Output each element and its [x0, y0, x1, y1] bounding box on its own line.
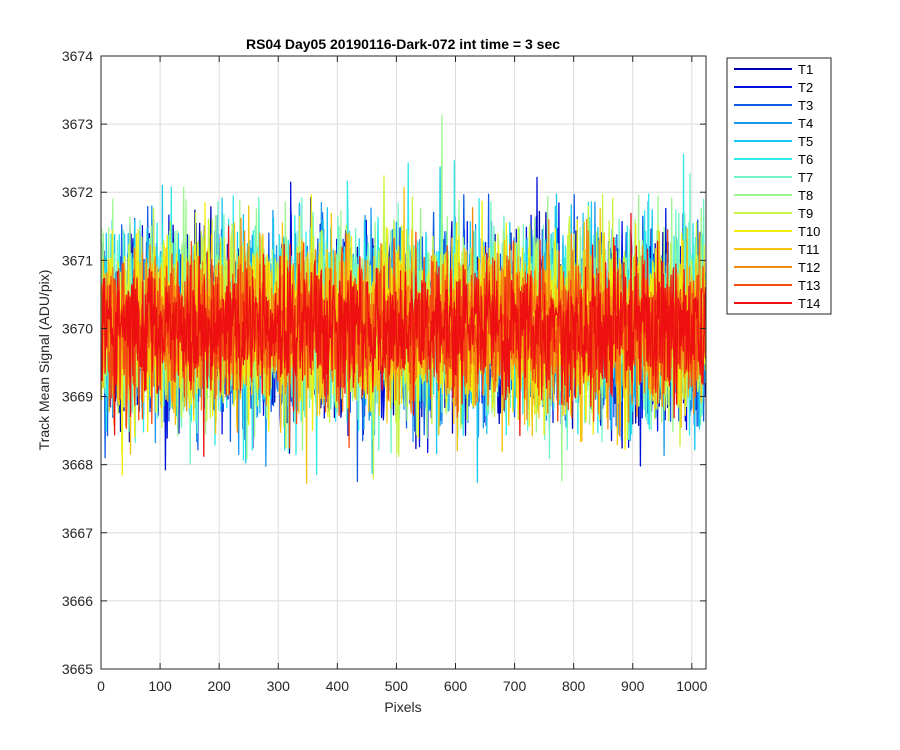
y-tick-label: 3667: [62, 525, 93, 541]
legend-label: T2: [798, 80, 813, 95]
legend-label: T4: [798, 116, 813, 131]
y-tick-label: 3668: [62, 457, 93, 473]
legend[interactable]: T1 T2 T3 T4 T5 T6 T7 T8 T9 T10 T11 T12 T13 T14: [726, 57, 832, 315]
legend-item-t12[interactable]: T12: [734, 260, 820, 275]
y-tick-label: 3665: [62, 661, 93, 677]
legend-label: T6: [798, 152, 813, 167]
legend-label: T3: [798, 98, 813, 113]
legend-item-t13[interactable]: T13: [734, 278, 820, 293]
x-tick-label: 800: [562, 678, 586, 694]
legend-item-t1[interactable]: T1: [734, 62, 813, 77]
x-axis-label: Pixels: [384, 699, 421, 715]
y-tick-label: 3673: [62, 116, 93, 132]
x-tick-label: 100: [148, 678, 172, 694]
legend-label: T8: [798, 188, 813, 203]
x-tick-label: 200: [207, 678, 231, 694]
axes-box: [100, 55, 707, 670]
legend-label: T12: [798, 260, 820, 275]
legend-label: T10: [798, 224, 820, 239]
y-tick-label: 3674: [62, 48, 93, 64]
x-tick-label: 1000: [676, 678, 707, 694]
legend-item-t5[interactable]: T5: [734, 134, 813, 149]
legend-item-t9[interactable]: T9: [734, 206, 813, 221]
series-line-t14: [101, 212, 706, 457]
legend-item-t6[interactable]: T6: [734, 152, 813, 167]
chart-title: RS04 Day05 20190116-Dark-072 int time = …: [246, 36, 560, 52]
legend-item-t3[interactable]: T3: [734, 98, 813, 113]
x-tick-label: 400: [326, 678, 350, 694]
y-tick-label: 3671: [62, 252, 93, 268]
series-lines: [101, 114, 706, 484]
legend-item-t10[interactable]: T10: [734, 224, 820, 239]
legend-label: T5: [798, 134, 813, 149]
legend-item-t14[interactable]: T14: [734, 296, 820, 311]
x-tick-label: 0: [97, 678, 105, 694]
x-tick-label: 300: [267, 678, 291, 694]
x-tick-label: 900: [621, 678, 645, 694]
legend-label: T1: [798, 62, 813, 77]
y-tick-label: 3666: [62, 593, 93, 609]
legend-item-t8[interactable]: T8: [734, 188, 813, 203]
y-axis-ticks: 3665 3666 3667 3668 3669 3670 3671 3672 3673 3674: [62, 48, 706, 677]
x-tick-label: 600: [444, 678, 468, 694]
legend-label: T13: [798, 278, 820, 293]
legend-item-t2[interactable]: T2: [734, 80, 813, 95]
y-tick-label: 3669: [62, 389, 93, 405]
y-axis-label: Track Mean Signal (ADU/pix): [36, 270, 52, 451]
x-tick-label: 500: [385, 678, 409, 694]
legend-label: T11: [798, 242, 819, 257]
legend-label: T14: [798, 296, 820, 311]
y-tick-label: 3670: [62, 320, 93, 336]
legend-box: [726, 57, 832, 315]
legend-item-t11[interactable]: T11: [734, 242, 819, 257]
legend-label: T7: [798, 170, 813, 185]
legend-item-t4[interactable]: T4: [734, 116, 813, 131]
y-tick-label: 3672: [62, 184, 93, 200]
legend-label: T9: [798, 206, 813, 221]
legend-item-t7[interactable]: T7: [734, 170, 813, 185]
x-tick-label: 700: [503, 678, 527, 694]
x-axis-ticks: 0 100 200 300 400 500 600 700 800 900 1000: [97, 56, 708, 694]
